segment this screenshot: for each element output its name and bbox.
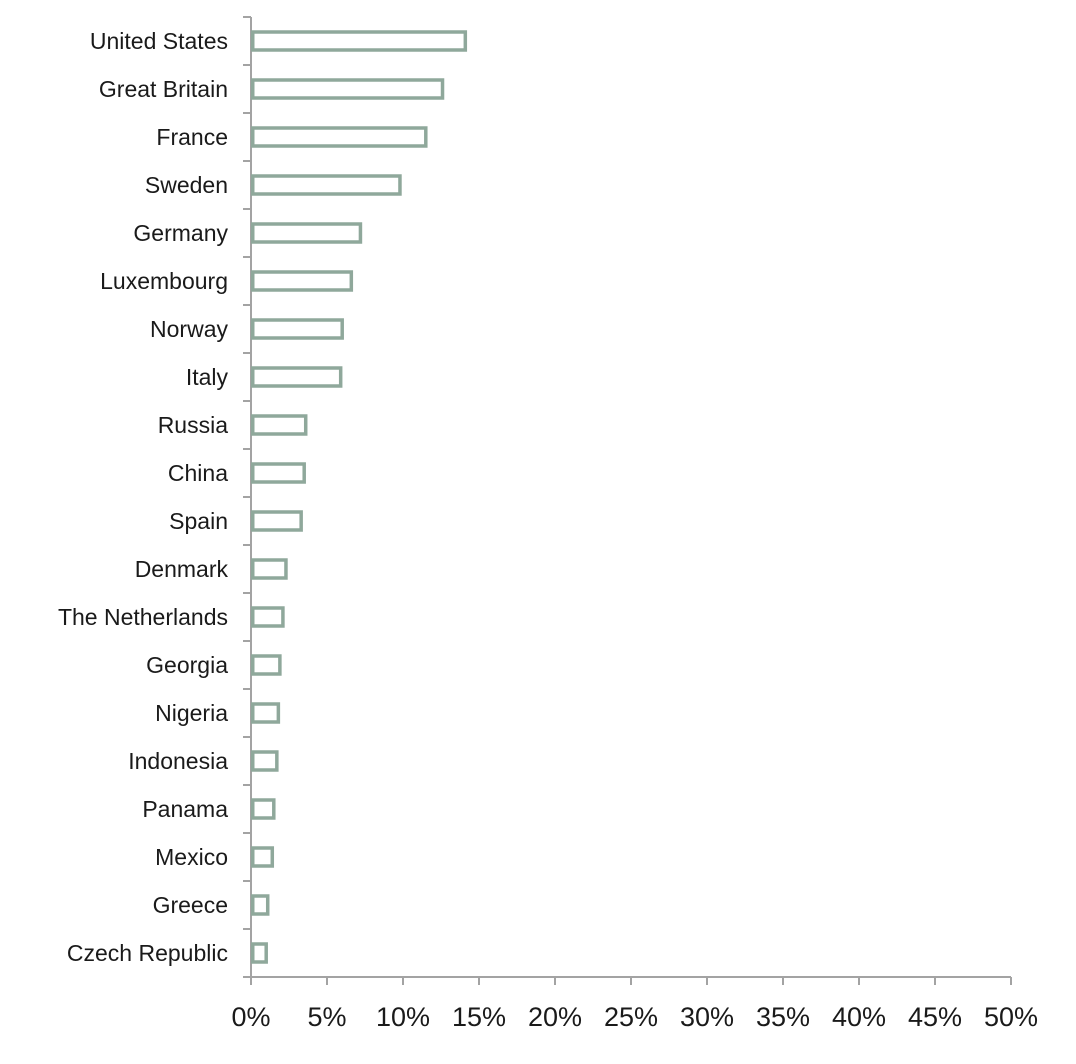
bar [251,894,270,916]
x-tick-label: 0% [231,1002,270,1032]
category-label: Mexico [155,844,228,870]
category-label: Luxembourg [100,268,228,294]
x-tick-labels: 0% 5% 10% 15% 20% 25% 30% 35% 40% 45% 50% [231,1002,1038,1032]
bar [251,846,275,868]
x-tick-label: 30% [680,1002,734,1032]
category-label: Great Britain [99,76,228,102]
category-label: Nigeria [155,700,228,726]
bar [251,606,285,628]
x-tick-label: 45% [908,1002,962,1032]
category-label: The Netherlands [58,604,228,630]
bar [251,318,344,340]
category-labels: United States Great Britain France Sweden Ge… [58,28,229,966]
category-label: Spain [169,508,228,534]
category-label: Norway [150,316,228,342]
bar [251,78,445,100]
category-label: Greece [153,892,228,918]
bar [251,222,363,244]
category-label: Russia [158,412,229,438]
x-tick-label: 10% [376,1002,430,1032]
x-axis [250,976,1012,985]
bar [251,750,279,772]
category-label: Germany [133,220,228,246]
category-label: France [156,124,228,150]
bar [251,174,402,196]
bar [251,270,354,292]
category-label: Indonesia [128,748,228,774]
category-label: Sweden [145,172,228,198]
x-tick-label: 50% [984,1002,1038,1032]
bar [251,462,306,484]
bar [251,510,303,532]
x-tick-label: 25% [604,1002,658,1032]
category-label: Georgia [146,652,228,678]
bar [251,126,428,148]
category-label: Panama [142,796,228,822]
x-tick-label: 15% [452,1002,506,1032]
bar [251,414,308,436]
x-tick-label: 5% [307,1002,346,1032]
bars [251,30,468,964]
x-tick-label: 20% [528,1002,582,1032]
category-label: China [168,460,228,486]
bar [251,942,268,964]
category-label: United States [90,28,228,54]
x-tick-label: 35% [756,1002,810,1032]
category-label: Italy [186,364,229,390]
bar [251,558,288,580]
bar [251,702,281,724]
category-label: Denmark [135,556,229,582]
bar [251,798,276,820]
y-axis [243,16,252,978]
bar [251,366,343,388]
bar [251,654,282,676]
x-tick-label: 40% [832,1002,886,1032]
category-label: Czech Republic [67,940,228,966]
bar [251,30,468,52]
